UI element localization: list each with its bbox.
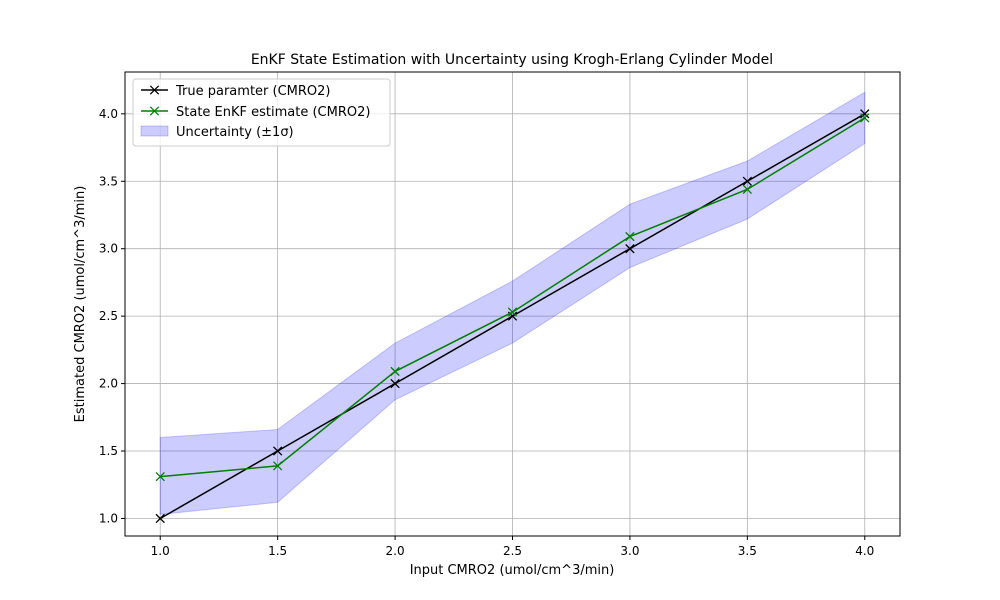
y-tick-label-0: 1.0 [99,511,118,525]
legend-label-enkf: State EnKF estimate (CMRO2) [176,105,370,120]
series-1-point-6 [860,113,870,123]
x-axis-label: Input CMRO2 (umol/cm^3/min) [410,563,615,578]
series-1-point-4 [625,231,635,242]
legend-marker-1 [149,106,160,116]
y-tick-label-6: 4.0 [99,107,118,121]
series-1-point-1 [272,461,283,471]
legend-band-swatch [140,125,169,137]
x-tick-label-5: 3.5 [738,544,757,558]
legend-swatches [140,85,169,137]
series-0-point-4 [625,244,635,254]
y-axis: 1.0 1.5 2.0 2.5 3.0 3.5 4.0 [99,107,125,525]
y-tick-label-1: 1.5 [99,444,118,458]
y-tick-label-5: 3.5 [99,174,118,188]
legend-label-uncertainty: Uncertainty (±1σ) [176,125,294,140]
y-tick-label-4: 3.0 [99,242,118,256]
series-1-point-0 [155,471,165,482]
y-tick-label-3: 2.5 [99,309,118,323]
x-tick-label-1: 1.5 [268,544,287,558]
x-tick-label-2: 2.0 [386,544,405,558]
x-tick-label-3: 2.5 [503,544,522,558]
x-tick-label-4: 3.0 [620,544,639,558]
series-0-point-2 [390,378,400,389]
uncertainty-band-area [159,91,866,515]
series-0-point-5 [742,176,753,186]
x-tick-label-6: 4.0 [855,544,874,558]
y-tick-label-2: 2.0 [99,377,118,391]
legend: True paramter (CMRO2) State EnKF estimat… [132,78,391,147]
series-0-point-6 [860,109,870,119]
legend-marker-0 [149,85,160,95]
chart-title: EnKF State Estimation with Uncertainty u… [251,52,773,68]
legend-label-true: True paramter (CMRO2) [175,84,330,99]
grid [125,72,900,536]
series-layer [155,109,870,524]
series-0-point-0 [155,513,165,524]
series-1-point-2 [390,366,400,377]
series-1-point-3 [507,307,518,317]
legend-box [132,78,391,147]
series-1-point-5 [742,184,753,195]
y-axis-label: Estimated CMRO2 (umol/cm^3/min) [73,186,88,423]
x-axis: 1.0 1.5 2.0 2.5 3.0 3.5 4.0 [151,536,874,558]
uncertainty-band [159,91,866,515]
x-tick-label-0: 1.0 [151,544,170,558]
series-0-point-1 [272,446,283,456]
